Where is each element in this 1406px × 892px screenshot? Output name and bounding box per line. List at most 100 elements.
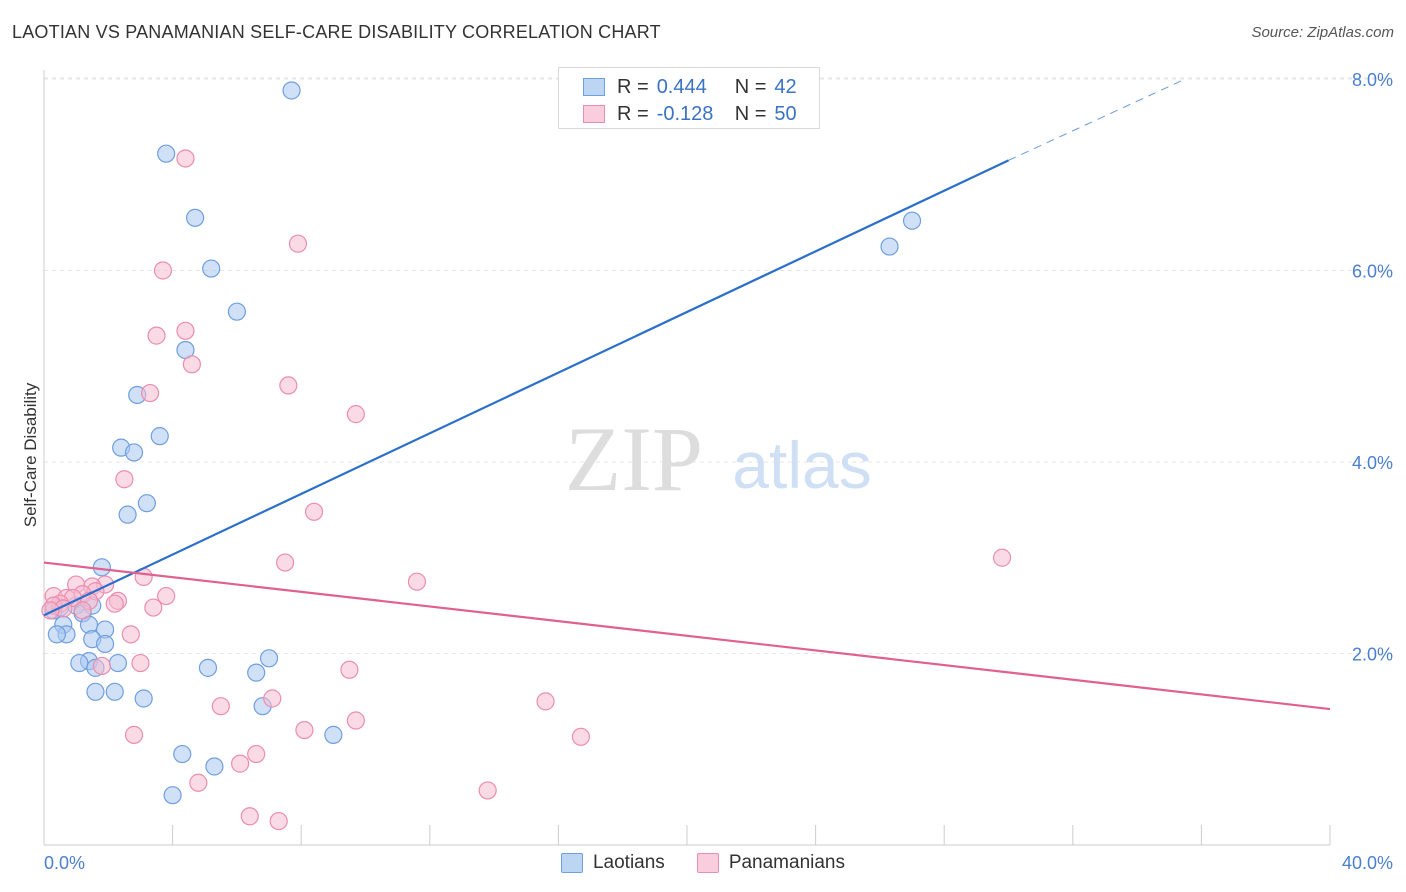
panamanian-point [124, 725, 144, 744]
y-tick-label: 2.0% [1352, 645, 1393, 665]
panamanian-point [276, 553, 295, 572]
legend-swatch-blue [583, 78, 605, 96]
laotian-point [92, 558, 111, 577]
watermark-zip: ZIP [565, 408, 703, 510]
x-tick-label-max: 40.0% [1342, 853, 1393, 873]
legend-label: Laotians [592, 852, 665, 873]
n-key: N = [734, 102, 767, 125]
n-value: 50 [774, 102, 797, 125]
panamanian-point [288, 234, 308, 253]
panamanian-point [340, 660, 359, 679]
x-tick-label-min: 0.0% [44, 853, 85, 873]
source-credit: Source: ZipAtlas.com [1251, 24, 1394, 41]
legend-item-panamanians[interactable]: Panamanians [696, 852, 846, 874]
laotian-point [186, 208, 205, 227]
panamanian-point [295, 720, 314, 740]
data-points [41, 81, 1012, 831]
panamanian-point [131, 653, 150, 673]
laotian-point [124, 443, 144, 462]
laotian-point [163, 786, 182, 805]
grid-lines [44, 77, 1392, 654]
watermark: ZIP atlas [565, 408, 872, 510]
legend-label: Panamanians [728, 852, 846, 873]
laotian-point [205, 757, 224, 776]
laotian-point [324, 725, 343, 744]
laotian-point [86, 682, 105, 701]
laotian-point [173, 744, 192, 764]
n-key: N = [734, 75, 767, 98]
y-tick-label: 4.0% [1352, 453, 1393, 473]
axes [43, 70, 1331, 846]
y-tick-label: 8.0% [1352, 70, 1393, 90]
panamanian-point [211, 697, 230, 716]
panamanian-point [478, 781, 497, 800]
laotian-point [227, 302, 246, 321]
laotian-point [105, 682, 124, 701]
laotian-point [95, 634, 115, 654]
panamanian-point [269, 811, 288, 831]
panamanian-point [105, 594, 124, 613]
series-legend: Laotians Panamanians [0, 852, 1406, 874]
laotian-point [902, 211, 922, 230]
laotian-point [259, 649, 279, 668]
laotian-trend-line [43, 159, 1009, 617]
r-key: R = [617, 102, 649, 125]
panamanian-point [144, 598, 163, 617]
laotian-point [47, 625, 66, 644]
legend-row-laotians: R = 0.444 N = 42 [583, 73, 797, 101]
panamanian-point [304, 502, 324, 521]
panamanian-point [115, 470, 134, 489]
trend-lines [43, 78, 1331, 711]
legend-item-laotians[interactable]: Laotians [560, 852, 665, 874]
r-value: 0.444 [656, 75, 707, 98]
laotian-point [198, 658, 218, 677]
panamanian-point [240, 807, 259, 826]
panamanian-point [73, 601, 92, 620]
laotian-trend-extension [1008, 78, 1186, 161]
y-tick-label: 6.0% [1352, 262, 1393, 282]
panamanian-point [92, 656, 111, 676]
r-key: R = [617, 75, 649, 98]
panamanian-point [231, 754, 250, 773]
panamanian-point [140, 383, 160, 403]
laotian-point [134, 689, 153, 708]
panamanian-point [182, 355, 201, 374]
laotian-point [202, 259, 221, 278]
chart-title: LAOTIAN VS PANAMANIAN SELF-CARE DISABILI… [12, 22, 661, 42]
panamanian-point [992, 548, 1012, 567]
panamanian-point [263, 689, 282, 708]
laotian-point [70, 653, 89, 673]
laotian-point [118, 505, 137, 524]
panamanian-point [247, 744, 266, 764]
correlation-legend: R = 0.444 N = 42 R = -0.128 N = 50 [558, 67, 820, 129]
panamanian-point [176, 149, 195, 168]
panamanian-point [189, 773, 208, 792]
panamanian-point [407, 572, 427, 591]
legend-swatch-pink [583, 105, 605, 123]
r-value: -0.128 [656, 102, 714, 125]
panamanian-point [157, 586, 176, 606]
laotian-point [157, 144, 176, 163]
laotian-point [137, 494, 156, 513]
laotian-point [880, 237, 899, 256]
n-value: 42 [774, 75, 797, 98]
panamanian-point [571, 727, 591, 746]
legend-row-panamanians: R = -0.128 N = 50 [583, 100, 797, 128]
y-axis-label: Self-Care Disability [21, 382, 40, 527]
laotian-point [108, 653, 128, 673]
panamanian-point [121, 625, 140, 644]
legend-swatch-blue [560, 853, 583, 873]
panamanian-point [346, 405, 365, 424]
laotian-point [150, 427, 169, 446]
panamanian-point [346, 711, 365, 730]
laotian-point [282, 81, 301, 100]
laotian-point [247, 663, 266, 682]
watermark-atlas: atlas [732, 428, 871, 502]
legend-swatch-pink [696, 853, 719, 873]
tick-labels: 2.0% 4.0% 6.0% 8.0% 0.0% 40.0% [44, 70, 1393, 873]
panamanian-point [279, 376, 298, 395]
panamanian-point [176, 321, 195, 340]
panamanian-point [536, 692, 555, 711]
panamanian-point [147, 326, 166, 345]
